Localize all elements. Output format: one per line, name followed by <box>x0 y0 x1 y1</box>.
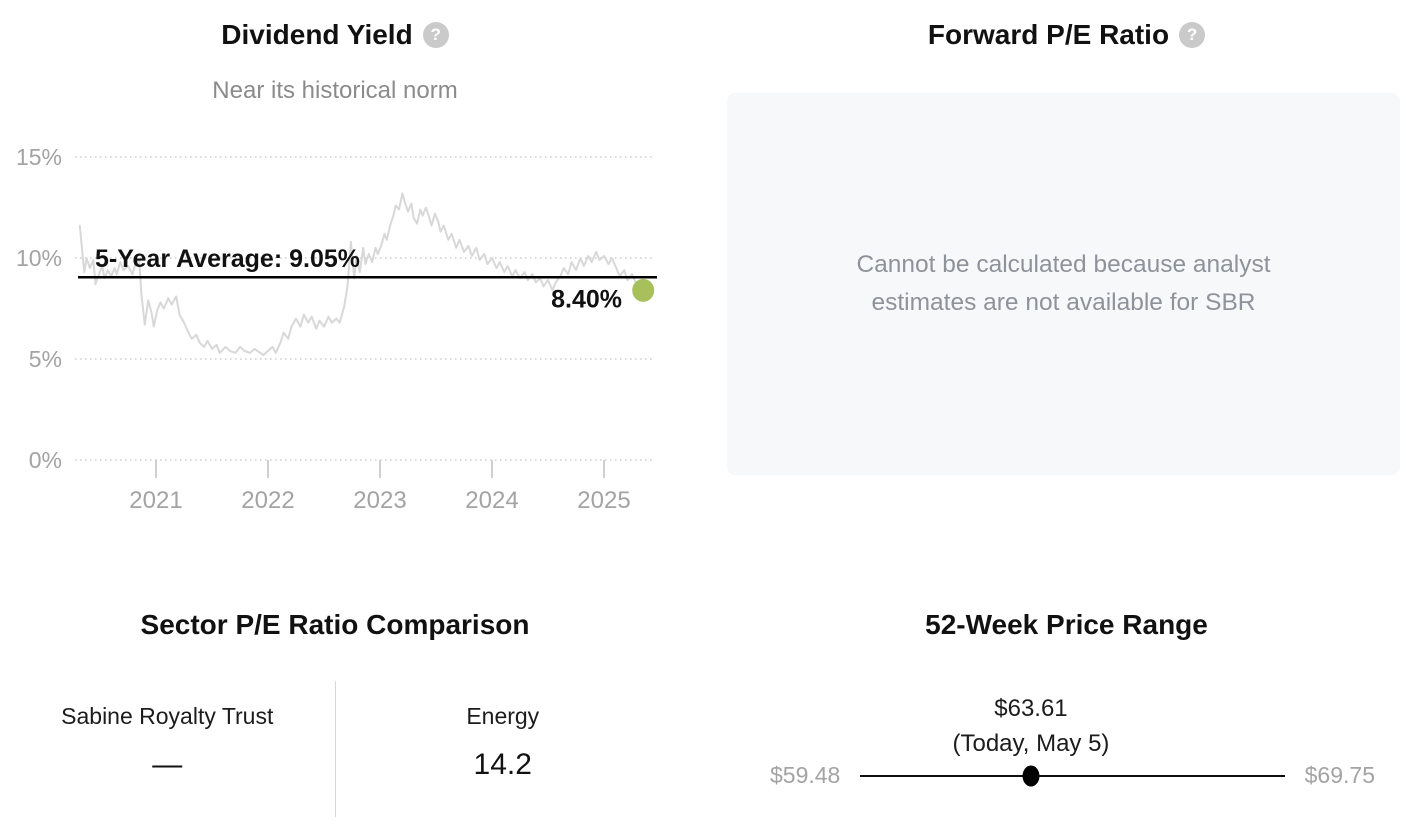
current-price-note: (Today, May 5) <box>952 729 1110 757</box>
company-pe-value: — <box>152 748 183 781</box>
sector-pe-title: Sector P/E Ratio Comparison <box>140 609 530 640</box>
sector-pe-value: 14.2 <box>473 748 532 781</box>
y-axis-label: 15% <box>16 144 62 170</box>
price-range-title: 52-Week Price Range <box>925 609 1208 640</box>
question-mark-icon[interactable]: ? <box>1179 22 1206 48</box>
x-axis-label: 2022 <box>241 487 294 514</box>
dividend-yield-series-line <box>78 192 649 356</box>
forward-pe-message-line1: Cannot be calculated because analyst <box>856 251 1271 278</box>
forward-pe-unavailable-box: Cannot be calculated because analyst est… <box>727 93 1400 475</box>
price-range-line <box>860 774 1285 777</box>
sector-name: Energy <box>466 703 540 729</box>
current-price-labels: $63.61 (Today, May 5) <box>952 691 1109 761</box>
average-line-label: 5-Year Average: 9.05% <box>95 245 360 273</box>
forward-pe-message-line2: estimates are not available for SBR <box>871 289 1256 316</box>
x-axis-label: 2024 <box>465 487 518 514</box>
forward-pe-header: Forward P/E Ratio ? <box>727 16 1406 54</box>
current-price-dot <box>1022 765 1040 786</box>
dividend-yield-header: Dividend Yield ? <box>0 16 670 54</box>
dividend-yield-subtitle: Near its historical norm <box>212 77 458 104</box>
x-axis-label: 2021 <box>129 487 182 514</box>
y-axis-label: 5% <box>29 346 62 372</box>
sector-pe-sector-cell: Energy 14.2 <box>334 681 671 817</box>
question-mark-icon[interactable]: ? <box>422 22 449 48</box>
price-range-max-label: $69.75 <box>1304 762 1375 788</box>
price-range-panel: 52-Week Price Range $59.48 $63.61 (Today… <box>703 590 1406 836</box>
dividend-yield-chart-svg: 0% 5% 10% 15% 2021 2022 2023 2024 2025 5-Year Ave… <box>16 144 657 514</box>
forward-pe-panel: Forward P/E Ratio ? Cannot be calculated… <box>703 0 1406 560</box>
x-axis-label: 2023 <box>353 487 406 514</box>
current-yield-dot <box>632 278 655 302</box>
y-axis-label: 0% <box>29 447 62 473</box>
y-axis-label: 10% <box>16 245 62 271</box>
current-yield-label: 8.40% <box>551 285 622 313</box>
current-price-value: $63.61 <box>994 694 1068 722</box>
x-axis-label: 2025 <box>577 487 630 514</box>
dividend-yield-panel: Dividend Yield ? Near its historical nor… <box>0 0 670 560</box>
sector-pe-company-cell: Sabine Royalty Trust — <box>0 681 335 817</box>
dividend-yield-title: Dividend Yield <box>221 19 413 50</box>
price-range-header: 52-Week Price Range <box>727 606 1406 644</box>
price-range-row: $59.48 $63.61 (Today, May 5) $69.75 <box>770 695 1375 789</box>
forward-pe-title: Forward P/E Ratio <box>927 19 1170 50</box>
sector-pe-header: Sector P/E Ratio Comparison <box>0 606 670 644</box>
price-range-track: $63.61 (Today, May 5) <box>860 695 1285 788</box>
price-range-widget: $59.48 $63.61 (Today, May 5) $69.75 <box>770 695 1375 789</box>
sector-pe-table: Sabine Royalty Trust — Energy 14.2 <box>0 681 670 817</box>
sector-pe-panel: Sector P/E Ratio Comparison Sabine Royal… <box>0 590 670 836</box>
company-name: Sabine Royalty Trust <box>61 703 274 729</box>
price-range-min-label: $59.48 <box>770 762 841 788</box>
dividend-yield-chart[interactable]: 0% 5% 10% 15% 2021 2022 2023 2024 2025 5-Year Ave… <box>0 130 670 530</box>
